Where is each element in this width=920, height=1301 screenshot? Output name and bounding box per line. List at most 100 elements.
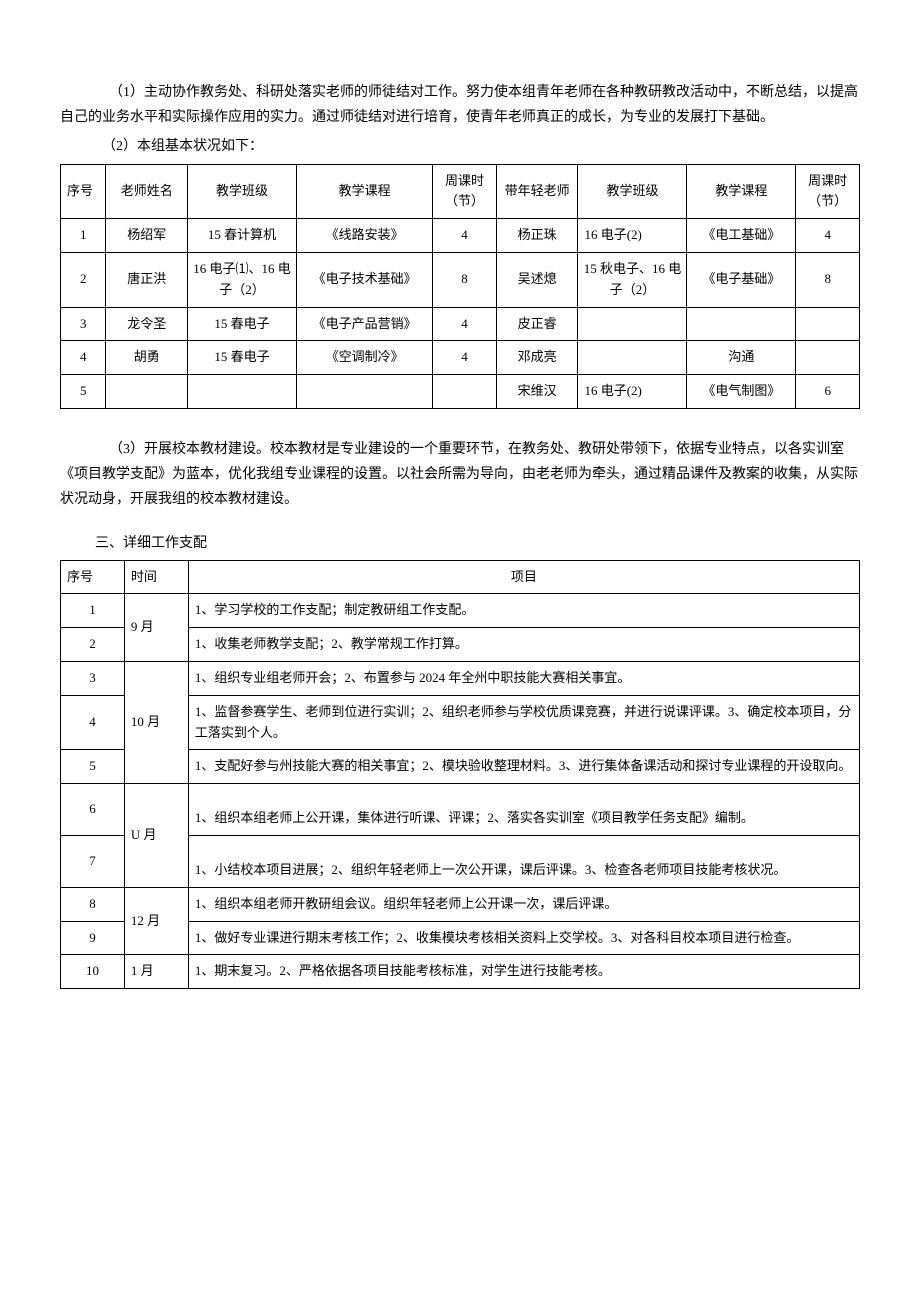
cell: 15 秋电子、16 电子（2） xyxy=(578,252,687,307)
cell: 唐正洪 xyxy=(106,252,188,307)
cell: 8 xyxy=(796,252,860,307)
cell: 《空调制冷》 xyxy=(297,341,433,375)
work-plan-table: 序号 时间 项目 1 9 月 1、学习学校的工作支配；制定教研组工作支配。 2 … xyxy=(60,560,860,990)
cell-project: 1、期末复习。2、严格依据各项目技能考核标准，对学生进行技能考核。 xyxy=(188,955,859,989)
cell: 《电子技术基础》 xyxy=(297,252,433,307)
cell-seq: 3 xyxy=(61,662,125,696)
col-hours: 周课时（节） xyxy=(433,164,497,219)
table-row: 6 U 月 1、组织本组老师上公开课，集体进行听课、评课；2、落实各实训室《项目… xyxy=(61,784,860,836)
cell: 《电子产品营销》 xyxy=(297,307,433,341)
cell xyxy=(796,307,860,341)
cell-seq: 5 xyxy=(61,750,125,784)
col-mentee: 带年轻老师 xyxy=(496,164,578,219)
cell: 1 xyxy=(61,219,106,253)
cell-time: 1 月 xyxy=(124,955,188,989)
section-3-title: 三、详细工作支配 xyxy=(60,531,860,556)
cell-time: 10 月 xyxy=(124,662,188,784)
cell-seq: 1 xyxy=(61,594,125,628)
col-seq: 序号 xyxy=(61,560,125,594)
cell xyxy=(578,341,687,375)
cell: 2 xyxy=(61,252,106,307)
cell: 《线路安装》 xyxy=(297,219,433,253)
table-row: 8 12 月 1、组织本组老师开教研组会议。组织年轻老师上公开课一次，课后评课。 xyxy=(61,887,860,921)
cell: 《电工基础》 xyxy=(687,219,796,253)
cell: 6 xyxy=(796,375,860,409)
cell-project: 1、监督参赛学生、老师到位进行实训；2、组织老师参与学校优质课竞赛，并进行说课评… xyxy=(188,695,859,750)
cell: 宋维汉 xyxy=(496,375,578,409)
cell: 16 电子(2) xyxy=(578,219,687,253)
paragraph-2-label: （2）本组基本状况如下： xyxy=(60,134,860,159)
cell: 《电子基础》 xyxy=(687,252,796,307)
table-row: 1 9 月 1、学习学校的工作支配；制定教研组工作支配。 xyxy=(61,594,860,628)
table-row: 2 唐正洪 16 电子⑴、16 电子（2） 《电子技术基础》 8 吴述熄 15 … xyxy=(61,252,860,307)
col-course2: 教学课程 xyxy=(687,164,796,219)
paragraph-3: （3）开展校本教材建设。校本教材是专业建设的一个重要环节，在教务处、教研处带领下… xyxy=(60,437,860,513)
cell-project: 1、收集老师教学支配；2、教学常规工作打算。 xyxy=(188,628,859,662)
cell: 邓成亮 xyxy=(496,341,578,375)
cell-seq: 4 xyxy=(61,695,125,750)
cell: 4 xyxy=(61,341,106,375)
cell-project: 1、组织专业组老师开会；2、布置参与 2024 年全州中职技能大赛相关事宜。 xyxy=(188,662,859,696)
teacher-status-table: 序号 老师姓名 教学班级 教学课程 周课时（节） 带年轻老师 教学班级 教学课程… xyxy=(60,164,860,409)
cell-seq: 10 xyxy=(61,955,125,989)
paragraph-1: （1）主动协作教务处、科研处落实老师的师徒结对工作。努力使本组青年老师在各种教研… xyxy=(60,80,860,130)
table-header-row: 序号 时间 项目 xyxy=(61,560,860,594)
cell: 16 电子(2) xyxy=(578,375,687,409)
table-row: 5 宋维汉 16 电子(2) 《电气制图》 6 xyxy=(61,375,860,409)
cell-project: 1、学习学校的工作支配；制定教研组工作支配。 xyxy=(188,594,859,628)
cell: 4 xyxy=(433,307,497,341)
col-project: 项目 xyxy=(188,560,859,594)
cell xyxy=(578,307,687,341)
cell xyxy=(106,375,188,409)
cell-project: 1、支配好参与州技能大赛的相关事宜；2、模块验收整理材料。3、进行集体备课活动和… xyxy=(188,750,859,784)
table-row: 10 1 月 1、期末复习。2、严格依据各项目技能考核标准，对学生进行技能考核。 xyxy=(61,955,860,989)
cell-project: 1、组织本组老师上公开课，集体进行听课、评课；2、落实各实训室《项目教学任务支配… xyxy=(188,784,859,836)
table-header-row: 序号 老师姓名 教学班级 教学课程 周课时（节） 带年轻老师 教学班级 教学课程… xyxy=(61,164,860,219)
table-row: 3 10 月 1、组织专业组老师开会；2、布置参与 2024 年全州中职技能大赛… xyxy=(61,662,860,696)
cell: 杨正珠 xyxy=(496,219,578,253)
cell-project: 1、组织本组老师开教研组会议。组织年轻老师上公开课一次，课后评课。 xyxy=(188,887,859,921)
cell xyxy=(433,375,497,409)
cell: 龙令圣 xyxy=(106,307,188,341)
cell-seq: 9 xyxy=(61,921,125,955)
cell xyxy=(188,375,297,409)
cell: 15 春计算机 xyxy=(188,219,297,253)
table-row: 3 龙令圣 15 春电子 《电子产品营销》 4 皮正睿 xyxy=(61,307,860,341)
cell: 皮正睿 xyxy=(496,307,578,341)
cell: 沟通 xyxy=(687,341,796,375)
cell xyxy=(687,307,796,341)
cell: 4 xyxy=(796,219,860,253)
col-course: 教学课程 xyxy=(297,164,433,219)
col-teacher-name: 老师姓名 xyxy=(106,164,188,219)
col-time: 时间 xyxy=(124,560,188,594)
cell-seq: 8 xyxy=(61,887,125,921)
cell-time: 12 月 xyxy=(124,887,188,955)
cell: 15 春电子 xyxy=(188,307,297,341)
cell: 杨绍军 xyxy=(106,219,188,253)
table-row: 4 胡勇 15 春电子 《空调制冷》 4 邓成亮 沟通 xyxy=(61,341,860,375)
cell: 16 电子⑴、16 电子（2） xyxy=(188,252,297,307)
cell-time: U 月 xyxy=(124,784,188,888)
cell: 15 春电子 xyxy=(188,341,297,375)
cell-seq: 6 xyxy=(61,784,125,836)
col-class2: 教学班级 xyxy=(578,164,687,219)
cell: 3 xyxy=(61,307,106,341)
cell-time: 9 月 xyxy=(124,594,188,662)
col-class: 教学班级 xyxy=(188,164,297,219)
table-row: 1 杨绍军 15 春计算机 《线路安装》 4 杨正珠 16 电子(2) 《电工基… xyxy=(61,219,860,253)
cell: 5 xyxy=(61,375,106,409)
cell-seq: 2 xyxy=(61,628,125,662)
cell-project: 1、做好专业课进行期末考核工作；2、收集模块考核相关资料上交学校。3、对各科目校… xyxy=(188,921,859,955)
col-seq: 序号 xyxy=(61,164,106,219)
cell: 4 xyxy=(433,219,497,253)
col-hours2: 周课时（节） xyxy=(796,164,860,219)
cell: 吴述熄 xyxy=(496,252,578,307)
cell: 《电气制图》 xyxy=(687,375,796,409)
cell-seq: 7 xyxy=(61,836,125,888)
cell xyxy=(297,375,433,409)
cell: 4 xyxy=(433,341,497,375)
cell-project: 1、小结校本项目进展；2、组织年轻老师上一次公开课，课后评课。3、检查各老师项目… xyxy=(188,836,859,888)
cell: 胡勇 xyxy=(106,341,188,375)
cell: 8 xyxy=(433,252,497,307)
cell xyxy=(796,341,860,375)
